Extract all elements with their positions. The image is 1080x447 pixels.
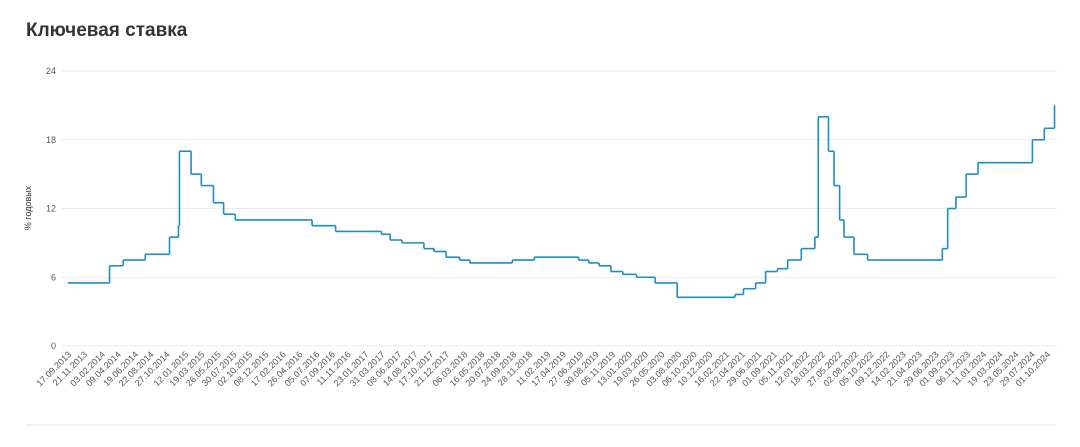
- y-tick-label: 24: [46, 66, 56, 76]
- y-tick-label: 0: [51, 341, 56, 351]
- y-axis-label: % годовых: [23, 185, 33, 230]
- y-tick-label: 18: [46, 135, 56, 145]
- y-tick-label: 6: [51, 272, 56, 282]
- y-tick-label: 12: [46, 204, 56, 214]
- chart-title: Ключевая ставка: [26, 20, 188, 41]
